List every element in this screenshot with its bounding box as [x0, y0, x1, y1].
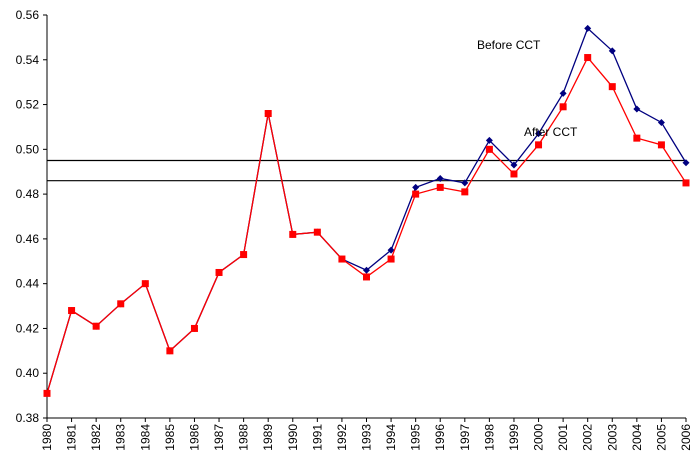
- point: [510, 161, 518, 169]
- x-tick-label: 1991: [310, 424, 324, 451]
- point: [338, 255, 346, 263]
- x-tick-label: 1992: [335, 424, 349, 451]
- point: [584, 54, 592, 62]
- point: [461, 188, 469, 196]
- point: [215, 268, 223, 276]
- x-tick-label: 2000: [532, 424, 546, 451]
- y-tick-label: 0.56: [16, 8, 40, 22]
- x-tick-label: 1981: [65, 424, 79, 451]
- point: [682, 159, 690, 167]
- x-tick-label: 1990: [286, 424, 300, 451]
- point: [92, 322, 100, 330]
- point: [387, 246, 395, 254]
- point: [363, 266, 370, 274]
- point: [485, 145, 493, 153]
- point: [436, 183, 444, 191]
- x-tick-label: 1993: [360, 424, 374, 451]
- y-tick-label: 0.50: [16, 142, 40, 156]
- annotation: After CCT: [524, 125, 578, 139]
- y-tick-label: 0.46: [16, 232, 40, 246]
- x-tick-label: 2003: [605, 424, 619, 451]
- point: [535, 141, 543, 149]
- point: [633, 134, 641, 142]
- x-tick-label: 1982: [89, 424, 103, 451]
- point: [461, 179, 469, 187]
- point: [363, 273, 370, 281]
- point: [387, 255, 395, 263]
- x-tick-label: 1996: [433, 424, 447, 451]
- point: [117, 300, 125, 308]
- x-tick-label: 1997: [458, 424, 472, 451]
- y-tick-label: 0.38: [16, 411, 40, 425]
- x-tick-label: 2005: [654, 424, 668, 451]
- point: [559, 103, 567, 111]
- point: [485, 136, 493, 144]
- x-tick-label: 1987: [212, 424, 226, 451]
- point: [584, 24, 592, 32]
- point: [412, 183, 420, 191]
- x-tick-label: 2002: [581, 424, 595, 451]
- point: [657, 141, 665, 149]
- x-tick-label: 1980: [40, 424, 54, 451]
- series-line: [46, 56, 687, 394]
- point: [608, 47, 616, 55]
- point: [510, 170, 518, 178]
- y-tick-label: 0.40: [16, 366, 40, 380]
- x-tick-label: 2006: [679, 424, 691, 451]
- y-tick-label: 0.54: [16, 53, 40, 67]
- x-tick-label: 1998: [482, 424, 496, 451]
- x-tick-label: 1984: [138, 424, 152, 451]
- x-tick-label: 1995: [409, 424, 423, 451]
- y-tick-label: 0.48: [16, 187, 40, 201]
- y-tick-label: 0.52: [16, 98, 40, 112]
- x-tick-label: 1986: [187, 424, 201, 451]
- point: [289, 230, 297, 238]
- point: [43, 389, 51, 397]
- point: [608, 83, 616, 91]
- x-tick-label: 1985: [163, 424, 177, 451]
- x-tick-label: 1988: [237, 424, 251, 451]
- series-line: [46, 27, 687, 394]
- x-tick-label: 2001: [556, 424, 570, 451]
- point: [559, 89, 567, 97]
- y-tick-label: 0.44: [16, 277, 40, 291]
- point: [535, 130, 543, 138]
- x-tick-label: 1994: [384, 424, 398, 451]
- x-tick-label: 1989: [261, 424, 275, 451]
- point: [682, 179, 690, 187]
- point: [240, 251, 248, 259]
- x-tick-label: 1999: [507, 424, 521, 451]
- point: [264, 110, 272, 118]
- point: [166, 347, 174, 355]
- x-tick-label: 1983: [114, 424, 128, 451]
- point: [436, 174, 444, 182]
- annotation: Before CCT: [477, 38, 541, 52]
- x-tick-label: 2004: [630, 424, 644, 451]
- point: [68, 307, 76, 315]
- point: [141, 280, 149, 288]
- point: [633, 105, 641, 113]
- point: [313, 228, 321, 236]
- point: [657, 118, 665, 126]
- point: [190, 324, 198, 332]
- point: [412, 190, 420, 198]
- y-tick-label: 0.42: [16, 321, 40, 335]
